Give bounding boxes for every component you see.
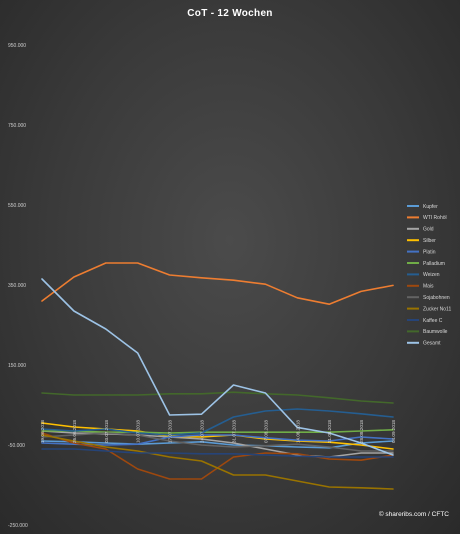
series-line — [41, 408, 394, 436]
x-tick-label: 31.07.2018 — [231, 420, 236, 443]
y-tick-label: -250.000 — [8, 523, 28, 529]
legend-entry: Weizen — [423, 272, 440, 278]
x-tick-label: 24.07.2018 — [200, 420, 205, 443]
legend-entry: WTI Rohöl — [423, 215, 447, 221]
series-line — [41, 434, 394, 490]
y-tick-label: -50.000 — [8, 443, 25, 449]
series-line — [41, 278, 394, 456]
series-line — [41, 262, 394, 306]
legend-entry: Kaffee C — [423, 318, 443, 324]
y-tick-label: 150.000 — [8, 363, 26, 369]
series-line — [41, 448, 394, 458]
series-line — [41, 391, 394, 404]
x-axis: 19.06.2018 26.06.2018 03.07.2018 10.07.2018… — [40, 420, 396, 443]
chart-title: CoT - 12 Wochen — [187, 8, 272, 19]
legend-entry: Gesamt — [423, 341, 441, 347]
legend-entry: Mais — [423, 284, 434, 290]
legend-entry: Gold — [423, 227, 434, 233]
legend: Kupfer WTI Rohöl Gold Silber Platin Palladium… — [407, 204, 451, 347]
series-line — [41, 434, 394, 446]
x-tick-label: 10.07.2018 — [136, 420, 141, 443]
series-line — [41, 428, 394, 434]
x-tick-label: 19.06.2018 — [40, 420, 45, 443]
legend-entry: Zucker No11 — [423, 306, 451, 312]
legend-entry: Kupfer — [423, 204, 438, 210]
x-tick-label: 21.08.2018 — [327, 420, 332, 443]
x-tick-label: 17.07.2018 — [168, 420, 173, 443]
y-tick-label: 950.000 — [8, 43, 26, 49]
legend-entry: Sojabohnen — [423, 295, 450, 301]
legend-entry: Platin — [423, 249, 436, 255]
x-tick-label: 26.06.2018 — [72, 420, 77, 443]
y-tick-label: 550.000 — [8, 203, 26, 209]
x-tick-label: 04.09.2018 — [391, 420, 396, 443]
x-tick-label: 28.08.2018 — [359, 420, 364, 443]
y-tick-label: 350.000 — [8, 283, 26, 289]
y-axis: 950.000 750.000 550.000 350.000 150.000 -50.0… — [8, 43, 28, 529]
source-credit: © shareribs.com / CFTC — [379, 510, 449, 518]
x-tick-label: 14.08.2018 — [295, 420, 300, 443]
x-tick-label: 03.07.2018 — [104, 420, 109, 443]
series-lines — [41, 262, 394, 490]
series-line — [41, 432, 394, 452]
legend-entry: Palladium — [423, 261, 445, 267]
legend-entry: Silber — [423, 238, 436, 244]
legend-entry: Baumwolle — [423, 329, 448, 335]
y-tick-label: 750.000 — [8, 123, 26, 129]
x-tick-label: 07.08.2018 — [263, 420, 268, 443]
